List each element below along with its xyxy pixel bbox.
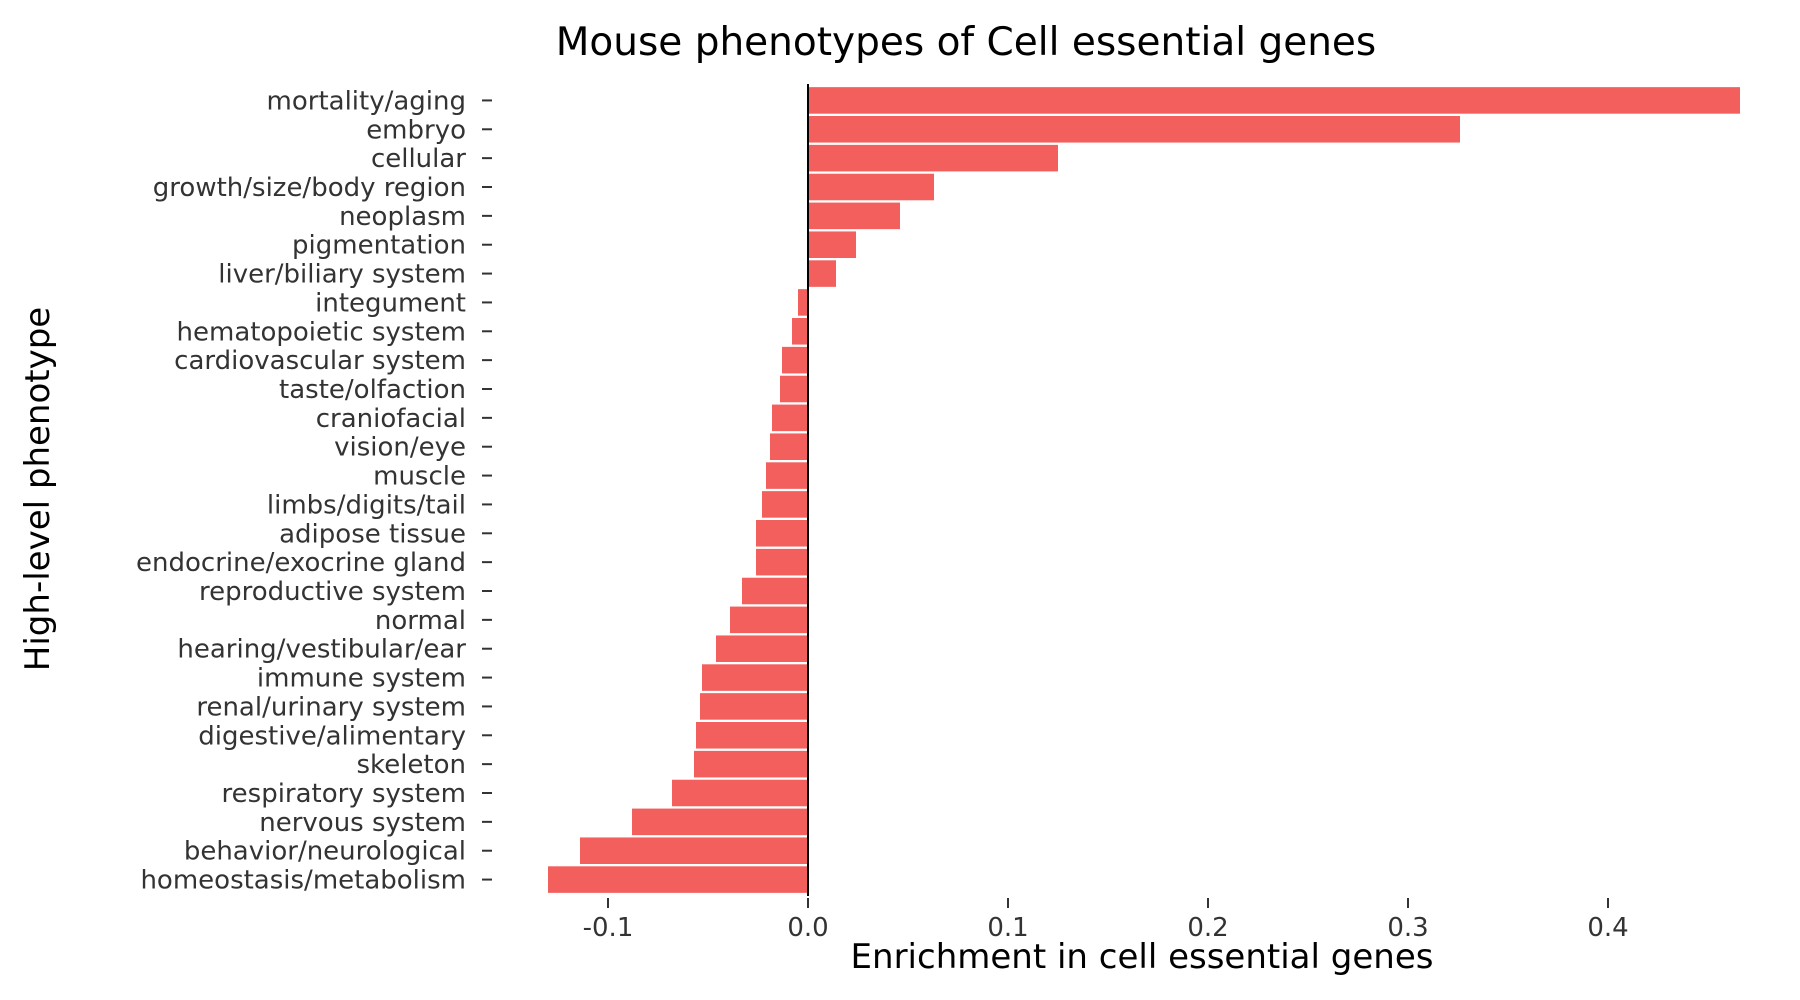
bar-craniofacial bbox=[772, 404, 808, 432]
category-label: adipose tissue bbox=[279, 519, 466, 549]
bar-renal-urinary-system bbox=[700, 693, 808, 720]
bar-mortality-aging bbox=[808, 87, 1740, 114]
bar-reproductive-system bbox=[742, 577, 808, 605]
bar-normal bbox=[730, 606, 808, 634]
bar-digestive-alimentary bbox=[696, 722, 808, 749]
category-label: liver/biliary system bbox=[218, 260, 466, 290]
x-tick-label: 0.3 bbox=[1387, 913, 1428, 943]
category-label: reproductive system bbox=[199, 577, 466, 607]
category-label: mortality/aging bbox=[267, 86, 466, 116]
bar-hematopoietic-system bbox=[792, 318, 808, 345]
bar-pigmentation bbox=[808, 231, 856, 258]
x-tick-label: 0.2 bbox=[1187, 913, 1228, 943]
bar-embryo bbox=[808, 116, 1460, 143]
x-axis-ticks: -0.1 0.0 0.1 0.2 0.3 0.4 bbox=[583, 898, 1629, 943]
x-axis-title: Enrichment in cell essential genes bbox=[851, 937, 1434, 977]
category-label: muscle bbox=[373, 462, 466, 492]
category-label: hearing/vestibular/ear bbox=[177, 635, 466, 665]
category-label: embryo bbox=[366, 115, 466, 145]
bar-muscle bbox=[766, 462, 808, 489]
category-labels: mortality/agingembryocellulargrowth/size… bbox=[136, 86, 492, 896]
bar-adipose-tissue bbox=[756, 520, 808, 547]
bars-layer bbox=[548, 87, 1740, 893]
bar-skeleton bbox=[694, 750, 808, 778]
category-label: integument bbox=[315, 288, 466, 318]
bar-cellular bbox=[808, 144, 1058, 172]
category-label: nervous system bbox=[259, 808, 466, 838]
category-label: respiratory system bbox=[222, 779, 466, 809]
bar-behavior-neurological bbox=[580, 837, 808, 864]
bar-limbs-digits-tail bbox=[762, 491, 808, 518]
category-label: cellular bbox=[371, 144, 466, 174]
bar-hearing-vestibular-ear bbox=[716, 635, 808, 662]
category-label: taste/olfaction bbox=[279, 375, 466, 405]
bar-immune-system bbox=[702, 664, 808, 691]
bar-endocrine-exocrine-gland bbox=[756, 548, 808, 576]
bar-cardiovascular-system bbox=[782, 346, 808, 374]
category-label: renal/urinary system bbox=[196, 692, 466, 722]
bar-taste-olfaction bbox=[780, 375, 808, 403]
bar-respiratory-system bbox=[672, 779, 808, 807]
category-label: cardiovascular system bbox=[174, 346, 466, 376]
category-label: craniofacial bbox=[316, 404, 466, 434]
category-label: growth/size/body region bbox=[153, 173, 466, 203]
category-label: immune system bbox=[257, 664, 466, 694]
bar-growth-size-body-region bbox=[808, 173, 934, 201]
bar-homeostasis-metabolism bbox=[548, 866, 808, 893]
category-label: normal bbox=[375, 606, 466, 636]
x-tick-label: -0.1 bbox=[583, 913, 634, 943]
category-label: endocrine/exocrine gland bbox=[136, 548, 466, 578]
x-tick-label: 0.1 bbox=[987, 913, 1028, 943]
category-label: vision/eye bbox=[334, 433, 466, 463]
bar-integument bbox=[798, 289, 808, 316]
category-label: homeostasis/metabolism bbox=[140, 866, 466, 896]
bar-nervous-system bbox=[632, 808, 808, 836]
x-tick-label: 0.0 bbox=[787, 913, 828, 943]
category-label: hematopoietic system bbox=[177, 317, 466, 347]
category-label: pigmentation bbox=[292, 231, 466, 261]
category-label: skeleton bbox=[357, 750, 466, 780]
bar-liver-biliary-system bbox=[808, 260, 836, 287]
category-label: digestive/alimentary bbox=[198, 721, 466, 751]
category-label: limbs/digits/tail bbox=[267, 490, 466, 520]
x-tick-label: 0.4 bbox=[1587, 913, 1628, 943]
category-label: neoplasm bbox=[339, 202, 466, 232]
chart-title: Mouse phenotypes of Cell essential genes bbox=[556, 20, 1377, 65]
bar-neoplasm bbox=[808, 202, 900, 230]
category-label: behavior/neurological bbox=[184, 837, 466, 867]
bar-vision-eye bbox=[770, 433, 808, 460]
y-axis-title: High-level phenotype bbox=[18, 307, 58, 671]
